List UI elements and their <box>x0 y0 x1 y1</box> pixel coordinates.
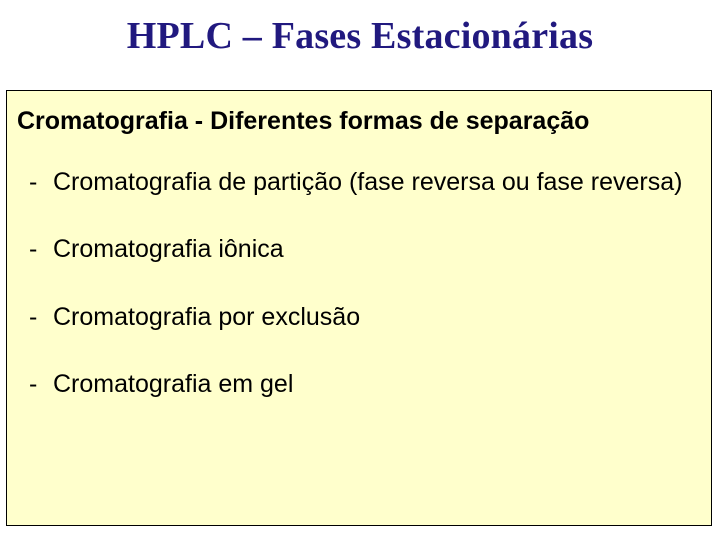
slide: HPLC – Fases Estacionárias Cromatografia… <box>0 0 720 540</box>
list-item: Cromatografia por exclusão <box>17 294 701 342</box>
slide-title: HPLC – Fases Estacionárias <box>0 14 720 58</box>
list-item: Cromatografia em gel <box>17 361 701 409</box>
content-subtitle: Cromatografia - Diferentes formas de sep… <box>17 105 701 139</box>
bullet-list: Cromatografia de partição (fase reversa … <box>17 159 701 409</box>
list-item: Cromatografia de partição (fase reversa … <box>17 159 701 207</box>
content-box: Cromatografia - Diferentes formas de sep… <box>6 90 712 526</box>
list-item: Cromatografia iônica <box>17 226 701 274</box>
